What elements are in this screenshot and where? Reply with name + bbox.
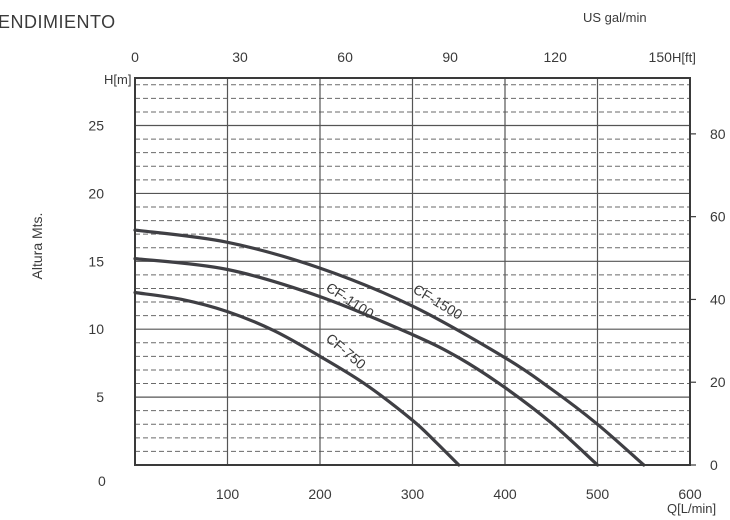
plot-frame xyxy=(134,77,691,466)
y-right-tick-label: 20 xyxy=(710,374,726,390)
x-top-tick-label: 30 xyxy=(232,49,248,65)
x-bottom-tick-label: 600 xyxy=(678,486,702,502)
y-right-tick-label: 80 xyxy=(710,126,726,142)
origin-label: 0 xyxy=(98,473,106,489)
y-left-tick-label: 15 xyxy=(88,253,104,269)
x-bottom-tick-label: 400 xyxy=(493,486,517,502)
chart-title: ENDIMIENTO xyxy=(0,12,116,32)
curve-cf-750 xyxy=(133,290,461,467)
y-right-tick-label: 60 xyxy=(710,209,726,225)
y-axis-label: Altura Mts. xyxy=(29,213,45,280)
curve-cf-1500 xyxy=(133,228,646,467)
y-left-tick-label: 5 xyxy=(96,389,104,405)
y-left-tick-label: 25 xyxy=(88,118,104,134)
y-left-tick-label: 10 xyxy=(88,321,104,337)
x-top-tick-label: 0 xyxy=(131,49,139,65)
top-axis-unit-label: US gal/min xyxy=(583,10,647,25)
x-bottom-tick-label: 100 xyxy=(216,486,240,502)
left-axis-unit-label: H[m] xyxy=(104,72,131,87)
x-top-tick-label: 120 xyxy=(544,49,568,65)
x-bottom-tick-label: 500 xyxy=(586,486,610,502)
x-top-tick-label: 60 xyxy=(337,49,353,65)
right-axis-unit-label: H[ft] xyxy=(672,50,696,65)
x-top-tick-label: 90 xyxy=(442,49,458,65)
x-bottom-tick-label: 200 xyxy=(308,486,332,502)
y-right-tick-label: 0 xyxy=(710,457,718,473)
series-label-cf-750: CF-750 xyxy=(323,330,369,372)
bottom-axis-unit-label: Q[L/min] xyxy=(667,501,716,516)
curve-cf-1100 xyxy=(133,257,600,467)
y-right-tick-label: 40 xyxy=(710,291,726,307)
curves xyxy=(133,228,646,467)
x-top-tick-label: 150 xyxy=(649,49,673,65)
x-bottom-tick-label: 300 xyxy=(401,486,425,502)
y-left-tick-label: 20 xyxy=(88,185,104,201)
grid xyxy=(135,78,690,465)
